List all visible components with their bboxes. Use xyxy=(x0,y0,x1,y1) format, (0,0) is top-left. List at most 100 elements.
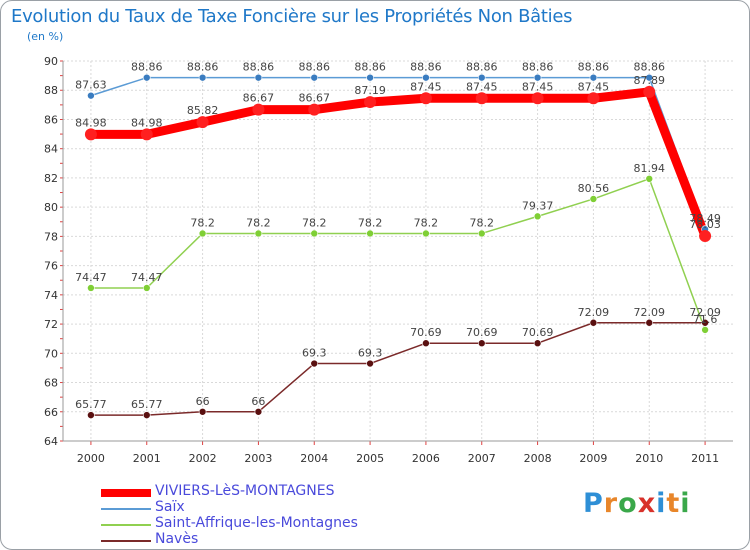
y-tick-label: 84 xyxy=(44,143,58,156)
data-point xyxy=(701,326,709,334)
data-label: 70.69 xyxy=(410,326,442,339)
data-point xyxy=(252,103,265,116)
data-label: 86.67 xyxy=(243,92,275,105)
y-tick-label: 70 xyxy=(44,347,58,360)
y-axis-unit-label: (en %) xyxy=(27,30,64,43)
y-tick-label: 76 xyxy=(44,260,58,273)
logo-letter: P xyxy=(583,488,604,519)
data-point xyxy=(198,229,207,238)
data-label: 78.03 xyxy=(689,218,721,231)
data-point xyxy=(477,339,486,348)
data-label: 70.69 xyxy=(466,326,498,339)
data-label: 87.45 xyxy=(522,80,554,93)
chart-legend: VIVIERS-LèS-MONTAGNES Saïx Saint-Affrique-… xyxy=(101,483,401,549)
data-label: 88.86 xyxy=(131,61,163,74)
data-point xyxy=(699,229,712,242)
data-point xyxy=(366,229,374,238)
data-label: 88.86 xyxy=(187,61,219,74)
data-point xyxy=(140,128,153,141)
data-point xyxy=(254,229,263,238)
data-label: 78.49 xyxy=(689,212,721,225)
y-tick-label: 64 xyxy=(44,435,58,448)
data-label: 87.63 xyxy=(75,79,107,92)
data-point xyxy=(533,212,542,221)
data-label: 78.2 xyxy=(246,216,271,229)
x-tick-label: 2004 xyxy=(300,452,328,465)
data-point xyxy=(645,175,654,183)
data-point xyxy=(477,229,486,238)
data-point xyxy=(477,73,486,82)
data-point xyxy=(589,318,598,327)
proxiti-logo: Proxiti xyxy=(583,488,691,519)
y-tick-label: 68 xyxy=(44,377,58,390)
data-point xyxy=(198,407,207,416)
data-point xyxy=(254,407,263,416)
legend-swatch xyxy=(101,489,151,497)
legend-item: Saïx xyxy=(101,499,401,517)
data-point xyxy=(198,73,207,82)
data-label: 88.86 xyxy=(522,61,554,74)
data-point xyxy=(643,85,656,98)
data-label: 88.86 xyxy=(299,61,331,74)
legend-item: VIVIERS-LèS-MONTAGNES xyxy=(101,483,401,501)
data-label: 87.45 xyxy=(578,80,610,93)
line-chart: 64 66 68 70 72 74 76 78 80 82 84 86 88 90 2000 2001 2002… xyxy=(44,55,733,465)
data-label: 87.19 xyxy=(354,84,386,97)
legend-item: Navès xyxy=(101,531,401,549)
y-tick-label: 90 xyxy=(44,55,58,68)
logo-letter: x xyxy=(637,488,657,519)
data-label: 88.86 xyxy=(634,61,666,74)
data-point xyxy=(422,229,430,238)
x-tick-label: 2009 xyxy=(579,452,607,465)
series-line-2 xyxy=(90,178,706,331)
data-label: 66 xyxy=(196,395,210,408)
x-tick-label: 2000 xyxy=(77,452,105,465)
data-label: 72.09 xyxy=(634,306,666,319)
legend-swatch xyxy=(101,508,151,510)
data-point xyxy=(419,92,432,105)
data-label: 65.77 xyxy=(131,398,163,411)
legend-swatch xyxy=(101,540,151,542)
x-tick-label: 2002 xyxy=(189,452,217,465)
data-point xyxy=(310,229,319,238)
data-label: 70.69 xyxy=(522,326,554,339)
data-label: 88.86 xyxy=(354,61,386,74)
data-label: 74.47 xyxy=(131,271,163,284)
x-tick-label: 2011 xyxy=(691,452,719,465)
data-label: 88.86 xyxy=(466,61,498,74)
data-point xyxy=(366,359,374,368)
logo-letter: i xyxy=(656,488,667,519)
legend-label: Saint-Affrique-les-Montagnes xyxy=(155,515,358,531)
chart-title: Evolution du Taux de Taxe Foncière sur l… xyxy=(11,6,573,27)
data-point xyxy=(87,284,95,292)
data-point xyxy=(84,128,97,141)
legend-swatch xyxy=(101,524,151,526)
plot-area xyxy=(63,61,733,441)
series-line-0 xyxy=(86,87,710,241)
x-tick-label: 2005 xyxy=(356,452,384,465)
data-point xyxy=(196,116,209,129)
data-point xyxy=(142,73,151,82)
data-label: 88.86 xyxy=(243,61,275,74)
legend-item: Saint-Affrique-les-Montagnes xyxy=(101,515,401,533)
y-tick-label: 72 xyxy=(44,318,58,331)
data-point xyxy=(142,411,151,419)
x-tick-label: 2008 xyxy=(524,452,552,465)
series-line-3 xyxy=(90,322,706,416)
data-label: 74.47 xyxy=(75,271,107,284)
data-label: 81.94 xyxy=(634,162,666,175)
data-label: 86.67 xyxy=(299,92,331,105)
legend-label: Navès xyxy=(155,531,199,547)
data-label: 84.98 xyxy=(131,116,163,129)
data-label: 87.45 xyxy=(410,80,442,93)
data-label: 66 xyxy=(251,395,265,408)
data-label: 87.89 xyxy=(634,74,666,87)
logo-letter: r xyxy=(603,488,619,519)
data-point xyxy=(645,73,654,82)
data-point xyxy=(308,103,321,116)
logo-letter: o xyxy=(618,488,638,519)
data-label: 78.2 xyxy=(302,216,327,229)
data-label: 88.86 xyxy=(410,61,442,74)
data-label: 69.3 xyxy=(302,347,327,360)
